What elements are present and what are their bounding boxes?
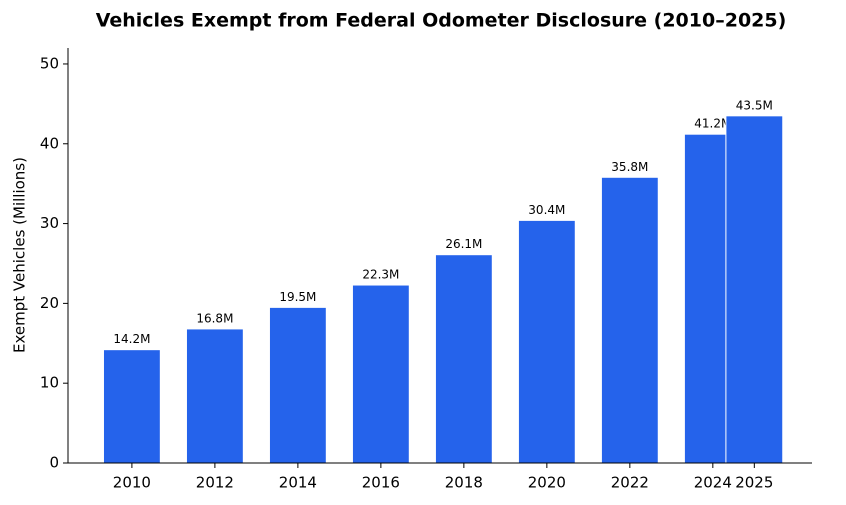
chart-title: Vehicles Exempt from Federal Odometer Di… (96, 10, 787, 32)
value-label: 22.3M (362, 268, 399, 282)
y-tick-label: 20 (40, 294, 59, 312)
value-label: 35.8M (611, 160, 648, 174)
value-label: 43.5M (736, 98, 773, 112)
x-tick-label: 2025 (735, 474, 773, 492)
y-tick-label: 10 (40, 374, 59, 392)
x-tick-label: 2012 (196, 474, 234, 492)
value-label: 26.1M (445, 237, 482, 251)
value-label: 30.4M (528, 203, 565, 217)
bar (268, 306, 327, 464)
y-axis-label: Exempt Vehicles (Millions) (11, 157, 29, 353)
y-tick-label: 30 (40, 214, 59, 232)
x-tick-label: 2014 (279, 474, 317, 492)
x-tick-label: 2018 (445, 474, 483, 492)
bar (725, 115, 784, 464)
value-label: 41.2M (694, 117, 731, 131)
bar (102, 349, 161, 464)
x-tick-label: 2022 (611, 474, 649, 492)
bar (185, 328, 244, 464)
y-tick-label: 0 (49, 454, 59, 472)
x-tick-label: 2024 (694, 474, 732, 492)
bar (600, 176, 659, 464)
bar (517, 219, 576, 464)
x-tick-label: 2020 (528, 474, 566, 492)
value-label: 16.8M (196, 311, 233, 325)
bar (351, 284, 410, 464)
bar (434, 254, 493, 464)
y-tick-label: 40 (40, 134, 59, 152)
value-label: 14.2M (113, 332, 150, 346)
y-tick-label: 50 (40, 54, 59, 72)
x-tick-label: 2010 (113, 474, 151, 492)
x-tick-label: 2016 (362, 474, 400, 492)
value-label: 19.5M (279, 290, 316, 304)
